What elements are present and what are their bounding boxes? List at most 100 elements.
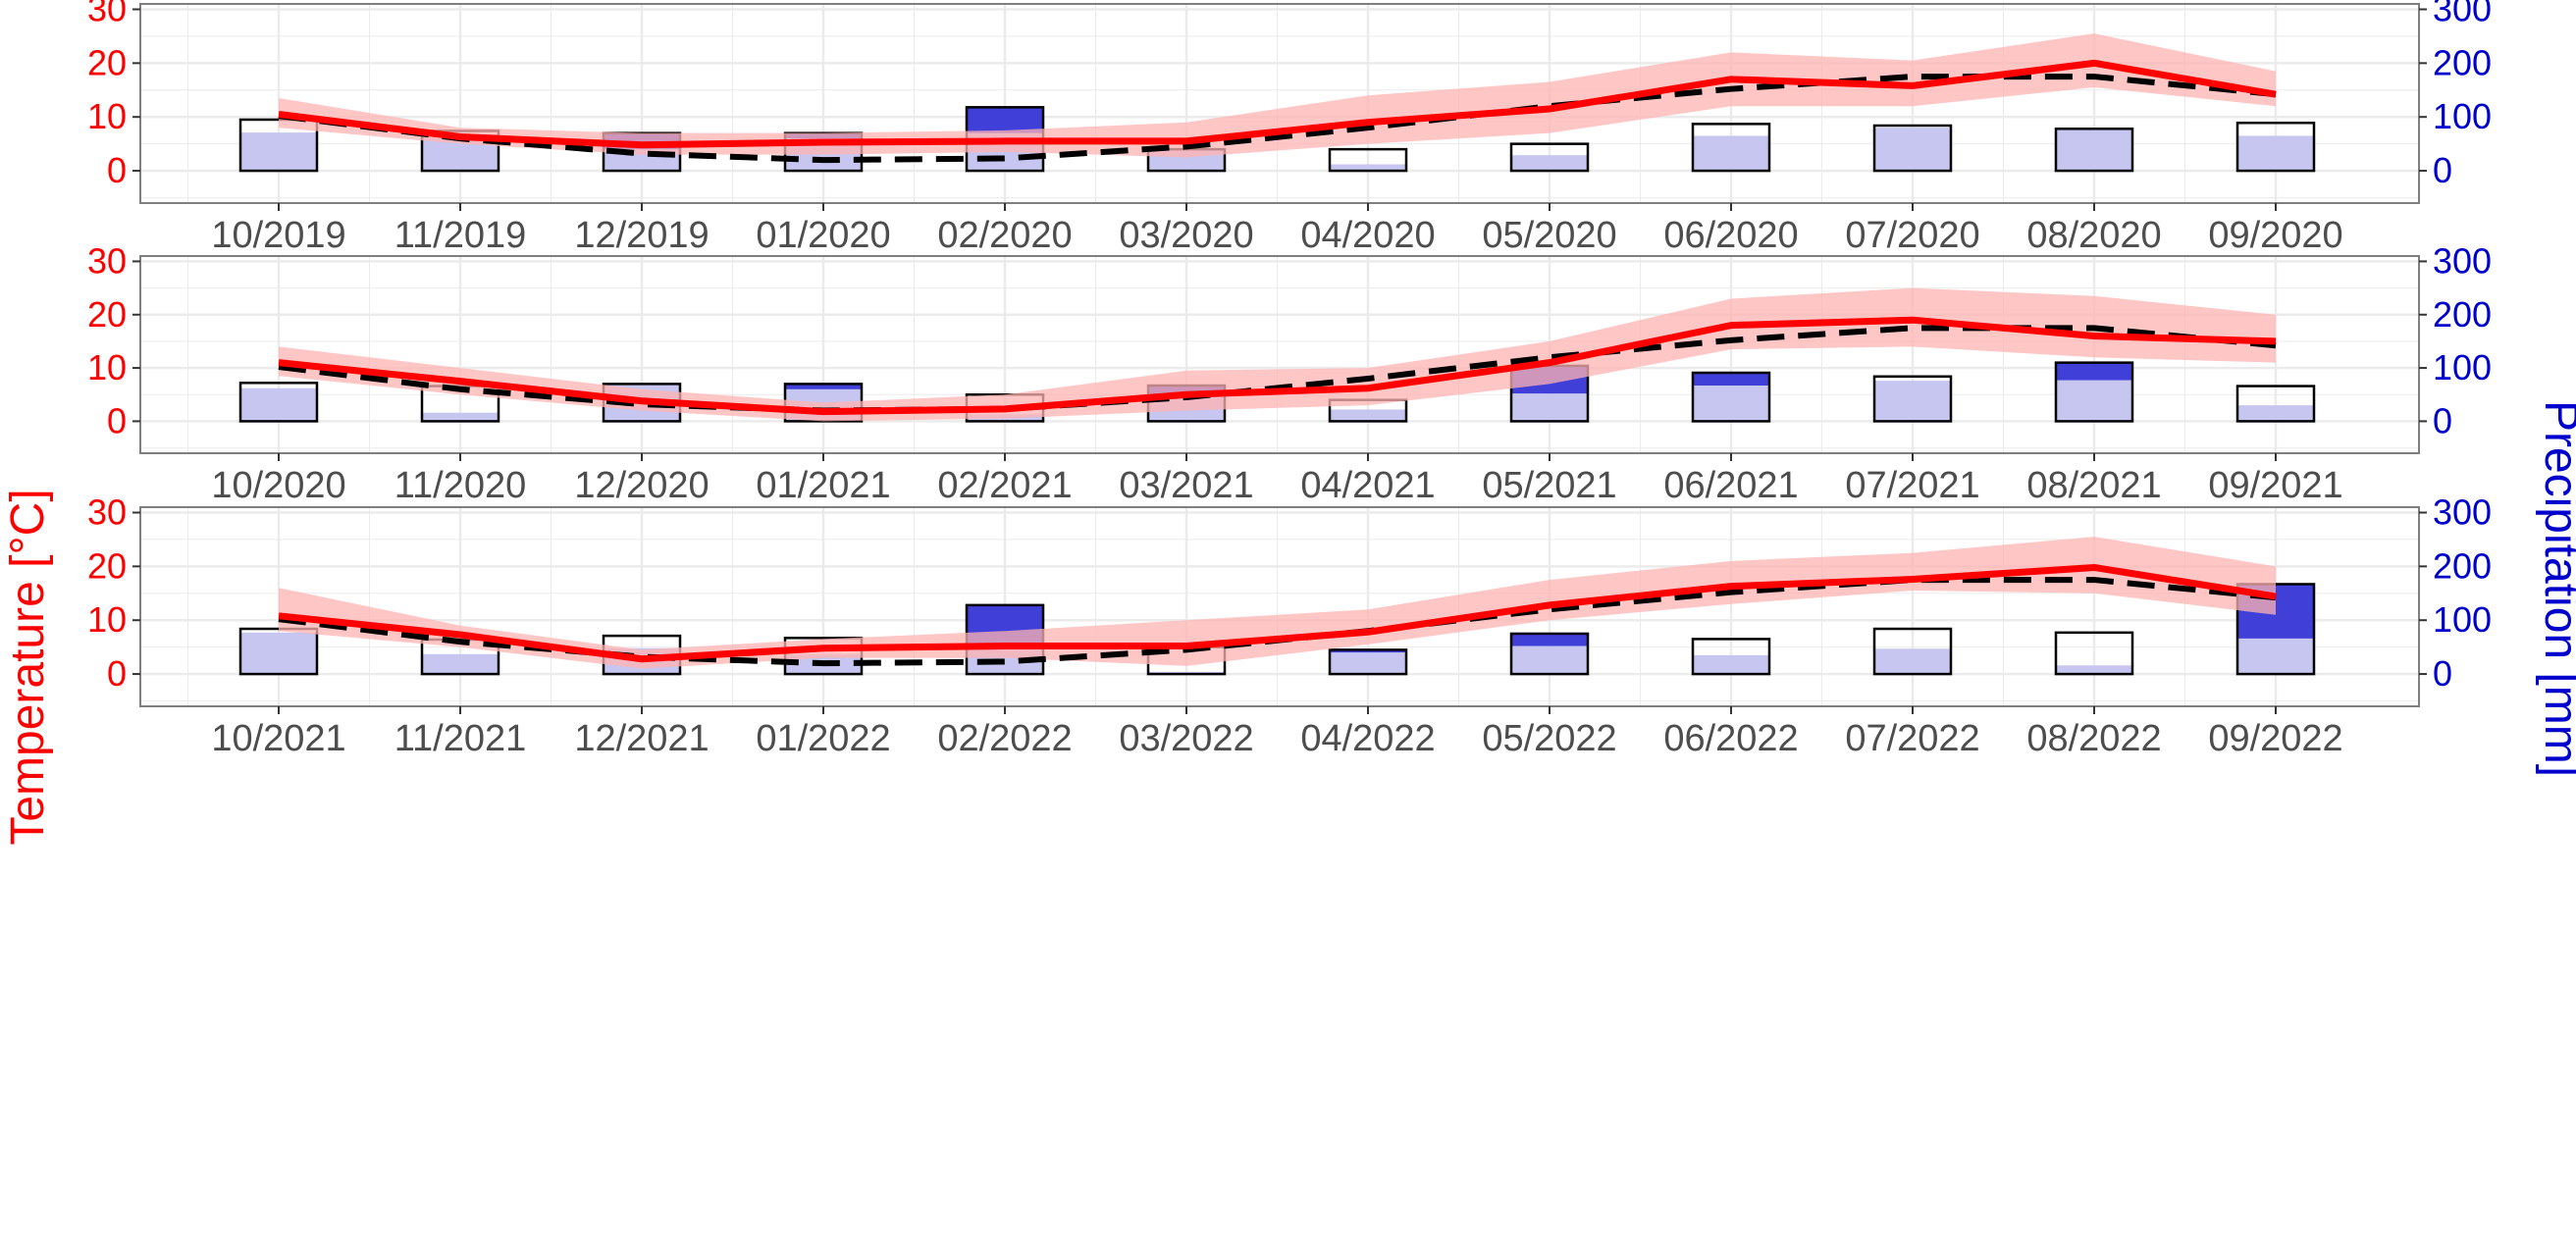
precipitation-bar xyxy=(1511,393,1588,422)
precipitation-reference-outline xyxy=(2235,122,2316,173)
precipitation-reference-outline xyxy=(1872,375,1953,423)
x-tick-label: 02/2021 xyxy=(937,465,1072,506)
precipitation-excess-bar xyxy=(785,384,862,389)
x-tick-label: 12/2021 xyxy=(574,718,709,759)
x-tick-label: 06/2020 xyxy=(1663,215,1798,256)
x-tick-label: 08/2020 xyxy=(2026,215,2161,256)
x-tick-label: 05/2021 xyxy=(1482,465,1616,506)
x-tick-label: 09/2020 xyxy=(2208,215,2342,256)
left-tick-label: 20 xyxy=(87,545,127,586)
right-tick-label: 300 xyxy=(2433,491,2492,532)
precipitation-bar xyxy=(1693,135,1769,172)
x-tick-label: 01/2021 xyxy=(756,465,890,506)
right-tick-label: 200 xyxy=(2433,545,2492,586)
x-tick-label: 06/2021 xyxy=(1663,465,1798,506)
precipitation-reference-outline xyxy=(1872,124,1953,173)
x-tick-label: 09/2022 xyxy=(2208,718,2342,759)
precipitation-reference-outline xyxy=(1872,627,1953,676)
right-tick-label: 100 xyxy=(2433,599,2492,640)
x-tick-label: 12/2019 xyxy=(574,215,709,256)
precipitation-excess-bar xyxy=(2056,362,2132,381)
precipitation-excess-bar xyxy=(1330,649,1406,653)
precipitation-bar xyxy=(1511,155,1588,172)
right-tick-label: 0 xyxy=(2433,400,2452,440)
precipitation-reference-outline xyxy=(2054,361,2134,423)
precipitation-excess-bar xyxy=(967,107,1043,133)
temperature-line xyxy=(278,563,2277,663)
panel-border xyxy=(139,506,2420,707)
temperature-line xyxy=(278,59,2277,149)
right-tick-label: 200 xyxy=(2433,294,2492,335)
reference-temperature-line xyxy=(278,325,2277,414)
temperature-line xyxy=(278,316,2277,416)
precipitation-bar xyxy=(240,132,317,172)
panel-border xyxy=(139,3,2420,204)
precipitation-bar xyxy=(422,412,499,422)
x-tick-label: 09/2021 xyxy=(2208,465,2342,506)
precipitation-bar xyxy=(1693,654,1769,675)
precipitation-bar xyxy=(2056,380,2132,422)
precipitation-excess-bar xyxy=(1693,372,1769,387)
temperature-range-band xyxy=(279,33,2276,158)
precipitation-reference-outline xyxy=(1691,371,1771,423)
x-tick-label: 07/2020 xyxy=(1845,215,1979,256)
x-tick-label: 03/2021 xyxy=(1119,465,1253,506)
panel-background xyxy=(140,4,2419,203)
x-tick-label: 05/2022 xyxy=(1482,718,1616,759)
temperature-range-band xyxy=(279,537,2276,669)
precipitation-bar xyxy=(2237,405,2314,422)
right-tick-label: 300 xyxy=(2433,0,2492,28)
precipitation-reference-outline xyxy=(1328,648,1408,676)
precipitation-bar xyxy=(1330,164,1406,172)
x-tick-label: 11/2020 xyxy=(394,465,527,506)
precipitation-bar xyxy=(422,653,499,675)
right-tick-label: 0 xyxy=(2433,150,2452,190)
x-tick-label: 01/2020 xyxy=(756,215,890,256)
precipitation-bar xyxy=(2237,135,2314,172)
x-tick-label: 10/2020 xyxy=(211,465,345,506)
x-tick-label: 01/2022 xyxy=(756,718,890,759)
precipitation-bar xyxy=(1511,645,1588,675)
x-tick-label: 08/2021 xyxy=(2026,465,2161,506)
precipitation-excess-bar xyxy=(1511,633,1588,646)
precipitation-bar xyxy=(2056,129,2132,172)
left-tick-label: 0 xyxy=(107,653,127,694)
precipitation-reference-outline xyxy=(1691,123,1771,173)
right-tick-label: 100 xyxy=(2433,347,2492,387)
x-tick-label: 07/2022 xyxy=(1845,718,1979,759)
right-tick-label: 100 xyxy=(2433,96,2492,136)
right-tick-label: 200 xyxy=(2433,42,2492,82)
precipitation-bar xyxy=(1874,648,1951,675)
x-tick-label: 10/2019 xyxy=(211,215,345,256)
x-tick-label: 04/2020 xyxy=(1300,215,1435,256)
precipitation-reference-outline xyxy=(238,382,319,423)
left-tick-label: 30 xyxy=(87,491,127,532)
right-tick-label: 300 xyxy=(2433,240,2492,281)
x-tick-label: 03/2020 xyxy=(1119,215,1253,256)
x-tick-label: 10/2021 xyxy=(211,718,345,759)
precipitation-bar xyxy=(1330,652,1406,675)
x-tick-label: 02/2020 xyxy=(937,215,1072,256)
precipitation-bar xyxy=(1874,128,1951,172)
left-tick-label: 10 xyxy=(87,599,127,640)
precipitation-reference-outline xyxy=(1691,638,1771,676)
precipitation-bar xyxy=(2056,665,2132,675)
precipitation-bar xyxy=(240,632,317,675)
precipitation-reference-outline xyxy=(2235,385,2316,423)
y-axis-label-right: Precipitation [mm] xyxy=(2535,400,2576,777)
x-tick-label: 12/2020 xyxy=(574,465,709,506)
precipitation-bar xyxy=(240,387,317,422)
left-tick-label: 0 xyxy=(107,400,127,440)
y-axis-label-left: Temperature [°C] xyxy=(2,489,54,845)
right-tick-label: 0 xyxy=(2433,653,2452,694)
left-tick-label: 20 xyxy=(87,42,127,82)
left-tick-label: 0 xyxy=(107,150,127,190)
precipitation-reference-outline xyxy=(1328,147,1408,173)
panel-border xyxy=(139,255,2420,454)
precipitation-reference-outline xyxy=(2054,631,2134,676)
x-tick-label: 11/2021 xyxy=(394,718,527,759)
